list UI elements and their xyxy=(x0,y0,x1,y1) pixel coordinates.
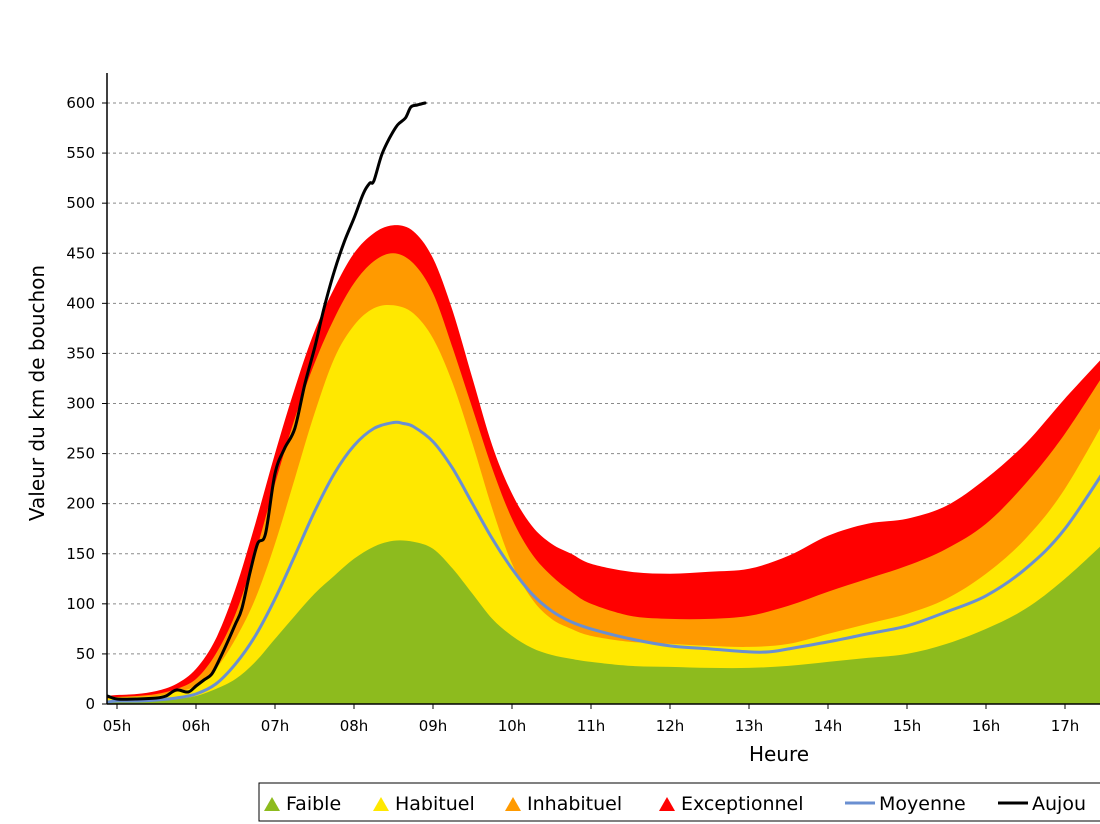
y-tick-label: 600 xyxy=(66,94,95,112)
y-tick-label: 300 xyxy=(66,395,95,413)
x-tick-label: 12h xyxy=(656,717,685,735)
y-axis-title: Valeur du km de bouchon xyxy=(25,265,49,521)
y-tick-label: 400 xyxy=(66,294,95,312)
y-tick-label: 500 xyxy=(66,194,95,212)
x-tick-label: 09h xyxy=(419,717,448,735)
y-tick-labels: 0 50 100 150 200 250 300 350 400 450 500 550 600 xyxy=(66,94,107,713)
x-tick-label: 08h xyxy=(340,717,369,735)
legend: Faible Habituel Inhabituel Exceptionnel Moye… xyxy=(258,782,1100,822)
y-tick-label: 50 xyxy=(76,645,95,663)
legend-label: Faible xyxy=(286,793,341,815)
x-tick-label: 14h xyxy=(814,717,843,735)
legend-marker xyxy=(659,797,675,811)
legend-box xyxy=(258,782,1100,822)
x-tick-label: 17h xyxy=(1051,717,1080,735)
stacked-area-bands xyxy=(107,225,1100,704)
x-tick-label: 05h xyxy=(103,717,132,735)
y-tick-label: 100 xyxy=(66,595,95,613)
legend-label: Inhabituel xyxy=(527,793,622,815)
x-tick-labels: 05h 06h 07h 08h 09h 10h 11h 12h 13h 14h 15h 16h 17h xyxy=(103,704,1080,735)
x-tick-label: 16h xyxy=(972,717,1001,735)
series-lines xyxy=(107,101,1100,704)
band-faible xyxy=(107,540,1100,704)
x-tick-label: 07h xyxy=(261,717,290,735)
x-tick-label: 06h xyxy=(182,717,211,735)
legend-marker xyxy=(505,797,521,811)
y-tick-label: 550 xyxy=(66,144,95,162)
legend-marker xyxy=(264,797,280,811)
legend-label: Habituel xyxy=(395,793,475,815)
y-tick-label: 450 xyxy=(66,244,95,262)
legend-marker xyxy=(373,797,389,811)
x-tick-label: 15h xyxy=(893,717,922,735)
legend-label: Exceptionnel xyxy=(681,793,804,815)
y-tick-label: 0 xyxy=(85,695,95,713)
y-tick-label: 150 xyxy=(66,545,95,563)
series-line-moyenne xyxy=(107,420,1100,704)
y-tick-label: 350 xyxy=(66,344,95,362)
y-tick-label: 200 xyxy=(66,495,95,513)
axes xyxy=(106,73,1100,705)
y-tick-label: 250 xyxy=(66,445,95,463)
x-axis-title: Heure xyxy=(749,742,809,766)
x-tick-label: 11h xyxy=(577,717,606,735)
x-tick-label: 10h xyxy=(498,717,527,735)
series-line-aujou xyxy=(107,101,427,701)
x-tick-label: 13h xyxy=(735,717,764,735)
legend-label: Aujou xyxy=(1032,793,1086,815)
legend-label: Moyenne xyxy=(879,793,966,815)
